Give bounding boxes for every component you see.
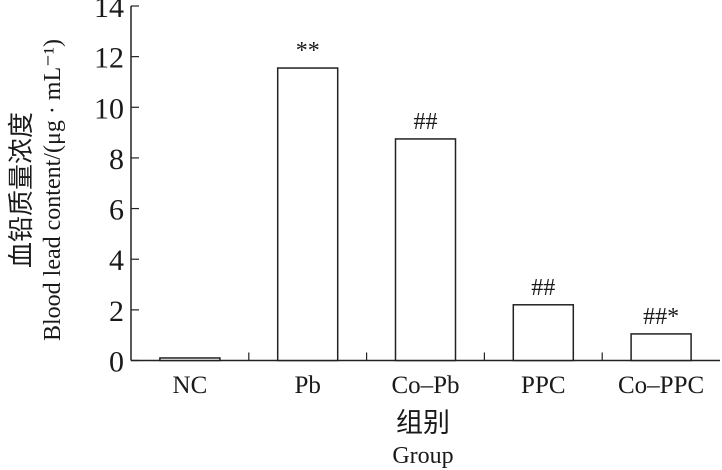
significance-label: ##*	[643, 304, 679, 330]
y-tick-label: 2	[109, 295, 124, 328]
significance-label: ##	[414, 109, 438, 135]
x-axis-label: Group	[392, 443, 453, 469]
y-tick-label: 10	[94, 92, 124, 125]
y-axis-label-cn: 血铅质量浓度	[7, 112, 36, 268]
bar-ppc	[512, 304, 575, 362]
bar-nc	[159, 357, 221, 362]
y-tick-label: 14	[94, 0, 124, 24]
y-tick-label: 6	[109, 194, 124, 227]
significance-label: ##	[531, 275, 555, 301]
x-tick-label: Co–PPC	[618, 372, 704, 399]
x-tick-label: Pb	[294, 372, 320, 399]
y-tick-label: 8	[109, 143, 124, 176]
y-axis-label: Blood lead content/(μg · mL⁻¹)	[40, 39, 66, 341]
y-tick-label: 0	[109, 346, 124, 379]
x-tick-label: PPC	[521, 372, 565, 399]
x-tick-label: Co–Pb	[391, 372, 459, 399]
y-tick-label: 4	[109, 244, 124, 277]
significance-label: **	[296, 38, 320, 64]
x-axis-label-cn: 组别	[396, 408, 450, 438]
bar-co-pb	[394, 138, 457, 362]
bar-pb	[276, 67, 339, 362]
x-tick-label: NC	[173, 372, 208, 399]
bar-co-ppc	[630, 333, 692, 362]
y-tick-label: 12	[94, 42, 124, 75]
